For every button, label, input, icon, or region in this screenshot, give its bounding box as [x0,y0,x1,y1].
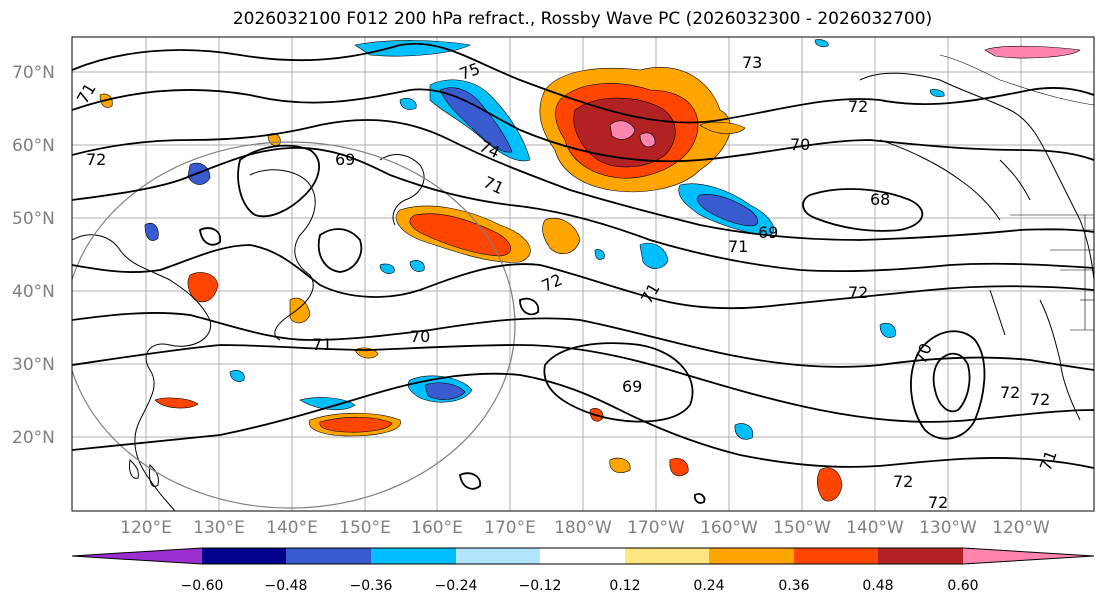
colorbar-tick-label: 0.60 [947,578,978,594]
contour-label: 72 [1030,390,1050,409]
colorbar-outline [71,547,1095,565]
lon-label: 170°W [627,518,685,538]
lon-label: 120°E [120,518,172,538]
contour-label: 69 [622,377,642,396]
lat-label: 70°N [12,63,55,83]
colorbar-tick-label: −0.36 [350,578,393,594]
contour-label: 71 [728,237,748,256]
colorbar-tick-label: 0.48 [862,578,893,594]
colorbar-segment [878,548,963,564]
lon-label: 150°E [339,518,391,538]
lon-label: 140°W [846,518,904,538]
latitude-labels: 70°N 60°N 50°N 40°N 30°N 20°N [12,63,55,448]
contour-label: 71 [312,335,332,354]
lon-label: 160°W [700,518,758,538]
colorbar-tick-label: −0.60 [181,578,224,594]
lon-label: 180°W [554,518,612,538]
contour-label: 72 [928,493,948,512]
colorbar [71,547,1095,565]
shaded-negative-anomalies [144,39,945,440]
contour-label: 69 [335,150,355,169]
reference-circle [72,141,516,509]
contour-label: 70 [410,327,430,346]
lon-label: 170°E [484,518,536,538]
colorbar-segment [794,548,878,564]
lat-label: 50°N [12,209,55,229]
map-title: 2026032100 F012 200 hPa refract., Rossby… [232,9,933,29]
contour-label: 72 [893,472,913,491]
colorbar-segment [202,548,286,564]
contour-label: 72 [848,97,868,116]
colorbar-segment [72,548,202,564]
colorbar-tick-label: 0.36 [778,578,809,594]
lon-label: 130°E [193,518,245,538]
contour-label: 72 [1000,383,1020,402]
contour-label: 72 [86,150,106,169]
colorbar-segment [456,548,540,564]
lat-label: 60°N [12,136,55,156]
colorbar-tick-label: 0.12 [609,578,640,594]
lat-label: 20°N [12,428,55,448]
colorbar-tick-label: −0.24 [435,578,478,594]
colorbar-tick-label: −0.12 [519,578,562,594]
colorbar-segment [286,548,371,564]
contour-label: 73 [742,53,762,72]
colorbar-tick-label: −0.48 [265,578,308,594]
colorbar-segment [963,548,1094,564]
colorbar-segment [371,548,456,564]
contour-lines [72,42,1094,504]
colorbar-segment [709,548,794,564]
lon-label: 160°E [411,518,463,538]
contour-label: 69 [758,223,778,242]
colorbar-tick-labels: −0.60 −0.48 −0.36 −0.24 −0.12 0.12 0.24 … [181,578,979,594]
lon-label: 120°W [992,518,1050,538]
lon-label: 150°W [773,518,831,538]
colorbar-segment [540,548,625,564]
lat-label: 40°N [12,282,55,302]
lon-label: 140°E [266,518,318,538]
longitude-labels: 120°E 130°E 140°E 150°E 160°E 170°E 180°… [120,518,1050,538]
lon-label: 130°W [919,518,977,538]
map-frame [71,36,1095,512]
lat-label: 30°N [12,355,55,375]
contour-label: 72 [848,283,868,302]
contour-label: 70 [790,135,810,154]
colorbar-segment [625,548,709,564]
contour-label: 68 [870,190,890,209]
colorbar-tick-label: 0.24 [693,578,724,594]
